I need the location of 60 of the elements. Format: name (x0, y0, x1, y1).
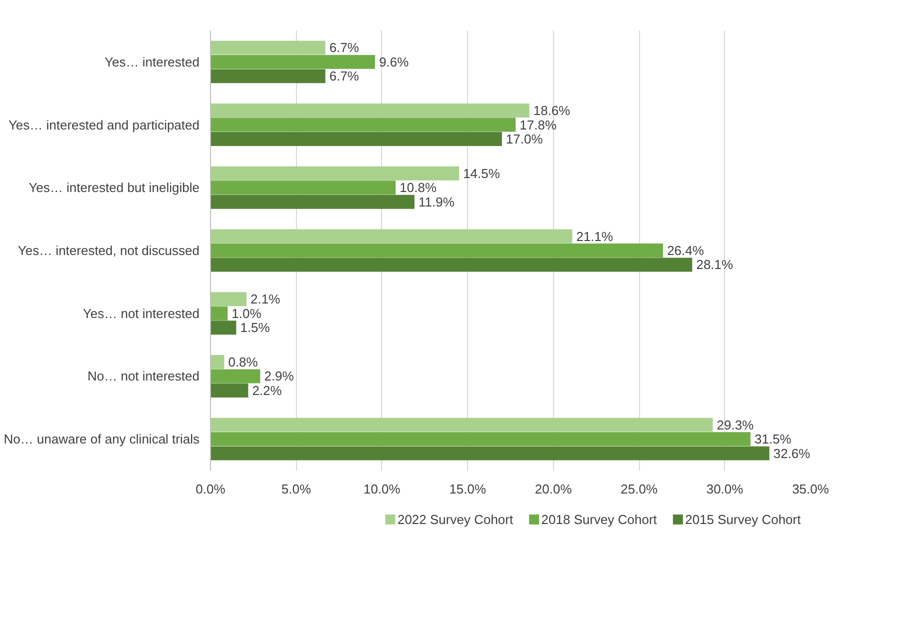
data-label: 28.1% (696, 257, 734, 272)
data-label: 21.1% (576, 228, 614, 244)
data-label: 26.4% (667, 243, 704, 258)
bar (210, 166, 460, 180)
y-tick-label: Yes… interested, not discussed (18, 243, 200, 258)
x-tick-label: 35.0% (792, 482, 830, 496)
bar (210, 244, 664, 258)
y-tick-label: No… not interested (87, 368, 200, 384)
bar (210, 418, 713, 432)
bar (210, 369, 260, 384)
bar (210, 180, 396, 195)
x-tick-label: 10.0% (364, 482, 401, 496)
bar (210, 229, 572, 244)
bar (210, 432, 750, 446)
x-tick-label: 25.0% (620, 482, 658, 496)
bar (210, 194, 414, 209)
bar (210, 40, 326, 55)
x-tick-label: 15.0% (449, 482, 487, 496)
data-label: 1.0% (232, 306, 262, 321)
data-label: 1.5% (240, 320, 270, 336)
bar (210, 292, 246, 306)
data-label: 17.8% (520, 117, 557, 132)
data-label: 29.3% (716, 417, 754, 432)
bar (210, 383, 248, 398)
legend-label: 2015 Survey Cohort (685, 512, 802, 527)
data-label: 18.6% (533, 103, 571, 118)
bar (210, 446, 770, 460)
bar (210, 354, 224, 369)
x-tick-label: 5.0% (281, 482, 312, 496)
data-label: 9.6% (379, 54, 410, 70)
bar (210, 306, 228, 320)
data-label: 6.7% (329, 40, 360, 56)
data-label: 0.8% (228, 354, 258, 370)
y-tick-label: Yes… interested (104, 54, 200, 70)
bar (210, 258, 692, 272)
x-tick-label: 20.0% (534, 482, 572, 496)
bar (210, 69, 326, 84)
y-tick-label: Yes… interested but ineligible (28, 180, 200, 196)
data-label: 14.5% (463, 166, 500, 181)
bar (210, 320, 236, 335)
data-label: 32.6% (773, 446, 811, 461)
bar (210, 132, 502, 146)
y-tick-label: Yes… not interested (82, 306, 200, 321)
data-label: 6.7% (329, 68, 360, 84)
x-tick-label: 0.0% (196, 482, 226, 496)
data-label: 2.2% (252, 382, 282, 398)
bar (210, 104, 530, 118)
bar (210, 118, 516, 132)
bar (210, 54, 376, 69)
data-label: 2.1% (250, 292, 281, 307)
data-label: 17.0% (506, 132, 544, 147)
data-label: 31.5% (754, 432, 792, 447)
data-label: 10.8% (400, 180, 437, 196)
y-tick-label: No… unaware of any clinical trials (4, 432, 200, 447)
legend-label: 2022 Survey Cohort (397, 512, 514, 527)
x-tick-label: 30.0% (706, 482, 744, 496)
data-label: 2.9% (264, 368, 294, 384)
legend-label: 2018 Survey Cohort (541, 512, 658, 527)
data-label: 11.9% (418, 194, 455, 210)
y-tick-label: Yes… interested and participated (8, 117, 200, 132)
